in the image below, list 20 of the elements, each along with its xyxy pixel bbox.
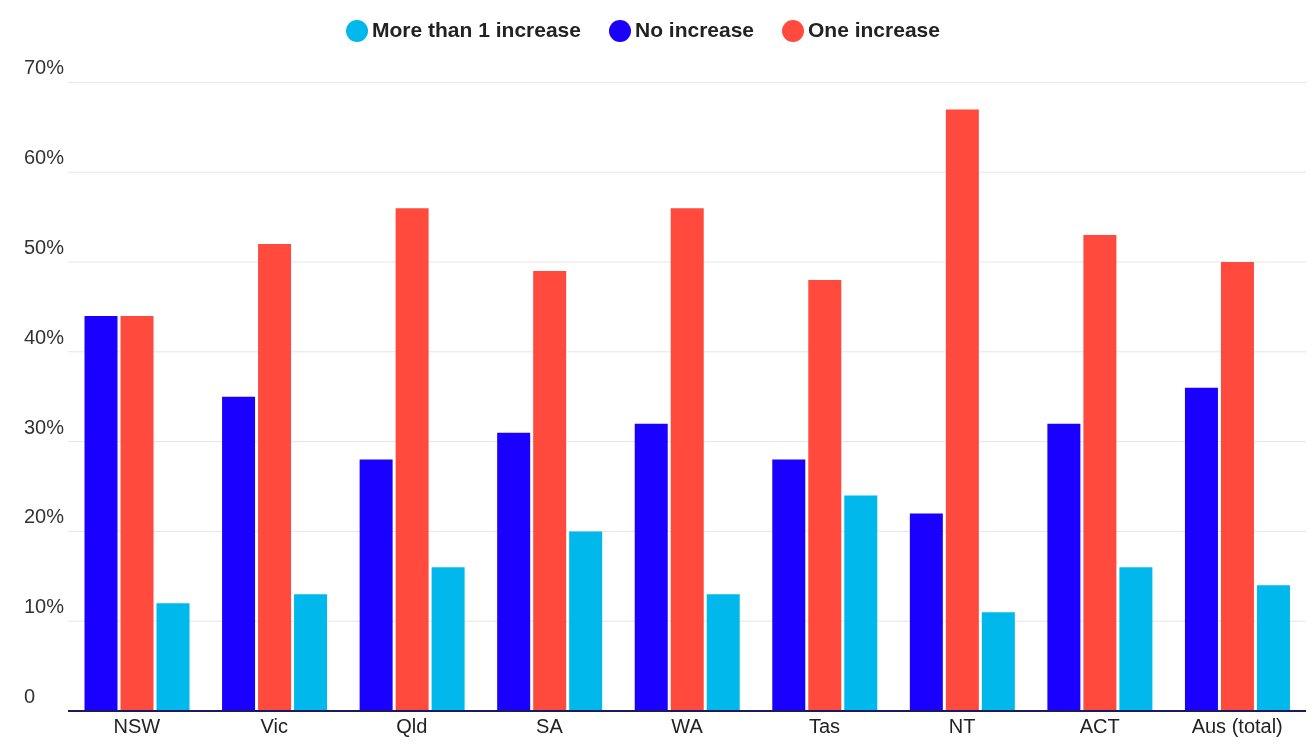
legend-label: No increase <box>634 18 755 41</box>
y-tick-label: 0 <box>24 685 36 707</box>
x-tick-label: Vic <box>260 715 289 738</box>
x-tick-label: ACT <box>1079 715 1120 738</box>
x-tick-label: SA <box>536 715 564 738</box>
x-tick-label: Aus (total) <box>1191 715 1283 738</box>
x-tick-label: Tas <box>808 715 841 738</box>
y-tick-label: 50% <box>24 236 65 259</box>
x-tick-label: NT <box>948 715 976 738</box>
y-tick-label: 10% <box>24 595 65 618</box>
y-tick-label: 60% <box>24 146 65 169</box>
y-tick-label: 70% <box>24 56 65 79</box>
legend-label: One increase <box>808 18 940 41</box>
x-tick-label: Qld <box>396 715 428 738</box>
legend-label: More than 1 increase <box>372 18 581 41</box>
x-tick-label: WA <box>671 715 704 738</box>
y-tick-label: 20% <box>24 505 65 528</box>
y-tick-label: 40% <box>24 325 65 348</box>
y-tick-label: 30% <box>24 415 65 438</box>
x-tick-label: NSW <box>113 715 161 738</box>
